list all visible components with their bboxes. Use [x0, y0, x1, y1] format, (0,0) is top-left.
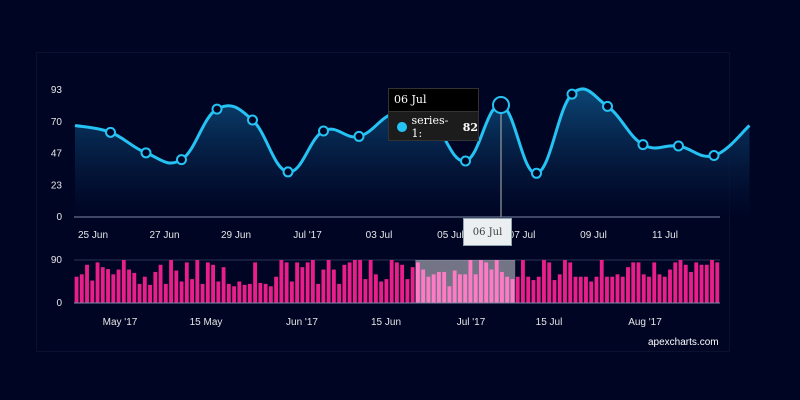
- data-point-marker[interactable]: [211, 103, 223, 115]
- data-point-marker[interactable]: [140, 147, 152, 159]
- series-color-dot: [397, 122, 407, 132]
- y-tick-label: 47: [51, 149, 63, 160]
- main-x-axis: 25 Jun 27 Jun 29 Jun Jul '17 03 Jul 05 Jul 07 …: [78, 230, 678, 241]
- highlighted-marker[interactable]: [492, 96, 510, 115]
- data-point-marker[interactable]: [460, 155, 471, 167]
- x-tick-label: Jul '17: [293, 230, 322, 241]
- data-point-marker[interactable]: [673, 140, 684, 152]
- x-tick-label: 07 Jul: [509, 230, 536, 241]
- tooltip-series-label: series-1:: [411, 114, 449, 140]
- data-point-marker[interactable]: [566, 88, 578, 100]
- y-tick-label: 0: [56, 212, 62, 223]
- y-tick-label: 93: [51, 85, 63, 96]
- x-tick-label: 03 Jul: [366, 230, 393, 241]
- x-tick-label: 25 Jun: [78, 230, 108, 241]
- data-point-marker[interactable]: [282, 166, 294, 178]
- data-point-marker[interactable]: [318, 125, 329, 137]
- data-point-marker[interactable]: [247, 114, 258, 126]
- x-tick-label: 05 Jul: [437, 230, 464, 241]
- y-tick-label: 23: [51, 180, 63, 191]
- tooltip-value: 82: [462, 120, 478, 134]
- tooltip-title: 06 Jul: [389, 89, 478, 112]
- tooltip-row: series-1: 82: [389, 112, 478, 142]
- x-tick-label: 11 Jul: [652, 230, 678, 241]
- x-tick-label: 27 Jun: [149, 230, 179, 241]
- area-fill: [75, 88, 750, 217]
- main-y-axis: 0 23 47 70 93: [51, 85, 63, 223]
- data-point-marker[interactable]: [176, 154, 187, 166]
- data-point-marker[interactable]: [708, 150, 720, 162]
- data-point-marker[interactable]: [531, 167, 542, 179]
- data-point-marker[interactable]: [602, 100, 613, 112]
- x-tick-label: 09 Jul: [580, 230, 607, 241]
- data-point-marker[interactable]: [105, 126, 116, 138]
- data-point-marker[interactable]: [353, 130, 365, 142]
- data-point-marker[interactable]: [637, 139, 649, 151]
- x-axis-tooltip: 06 Jul: [463, 218, 512, 246]
- credits-link[interactable]: apexcharts.com: [648, 337, 719, 348]
- x-tick-label: 29 Jun: [221, 230, 251, 241]
- y-tick-label: 70: [51, 117, 63, 128]
- series-tooltip: 06 Jul series-1: 82: [388, 88, 479, 141]
